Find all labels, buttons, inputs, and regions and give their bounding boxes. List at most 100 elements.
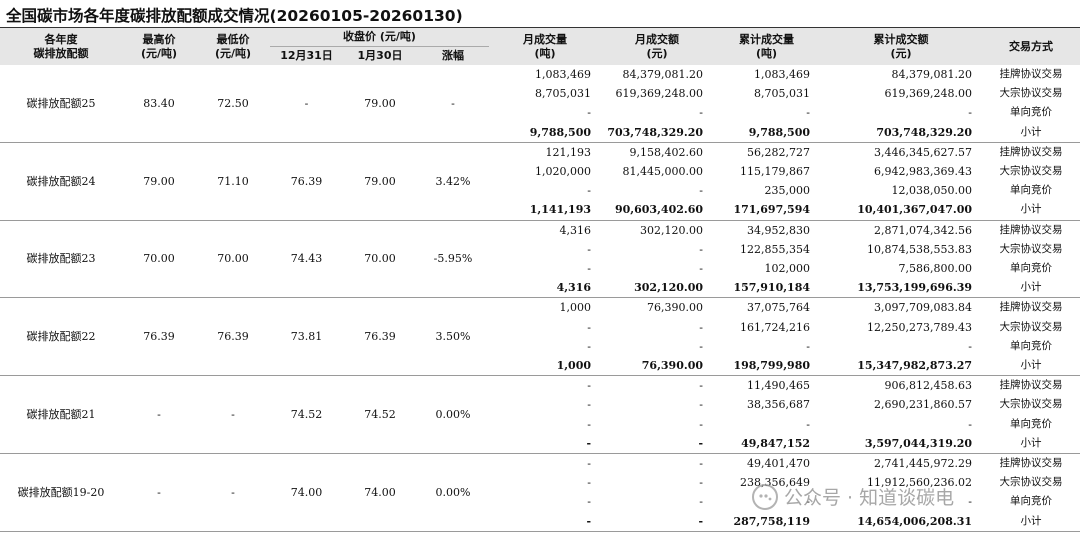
cell-method: 挂牌协议交易: [999, 223, 1063, 236]
cell-high: 70.00: [122, 220, 196, 299]
cell-month-volume: 1,083,469: [535, 68, 592, 81]
cell-name: 碳排放配额25: [0, 65, 122, 143]
cell-d2: 74.00: [343, 453, 417, 532]
subtotal-row: 1,141,193 90,603,402.60 171,697,594 10,401,…: [0, 200, 1080, 221]
header-cum-volume: 累计成交量 (吨): [713, 27, 821, 65]
watermark-text: 公众号 · 知道谈碳电: [784, 487, 955, 509]
cell-month-volume: -: [587, 495, 592, 509]
cell-method: 单向竞价: [1010, 106, 1053, 119]
cell-month-amount: 81,445,000.00: [622, 165, 704, 179]
cell-cum-amount: 2,741,445,972.29: [874, 457, 973, 471]
subtotal-row: - -49,847,152 3,597,044,319.20 小计: [0, 433, 1080, 455]
header-month-volume: 月成交量 (吨): [489, 27, 602, 65]
cell-cum-amount: -: [968, 495, 973, 509]
cell-cum-volume: -: [806, 495, 811, 509]
cell-month-volume: -: [587, 106, 592, 120]
cell-name: 碳排放配额21: [0, 375, 122, 455]
header-year: 各年度 碳排放配额: [0, 27, 122, 65]
cell-low: 76.39: [196, 297, 270, 377]
cell-high: -: [122, 375, 196, 455]
cell-method: 小计: [982, 511, 1080, 532]
cell-high: 76.39: [122, 297, 196, 377]
cell-method: 大宗协议交易: [999, 398, 1063, 411]
table-row: 碳排放配额24 79.00 71.10 76.39 79.00 3.42% 121,193 9…: [0, 142, 1080, 221]
cell-month-amount: -: [601, 433, 714, 455]
cell-name: 碳排放配额19-20: [0, 453, 122, 532]
table-row: - - - - 单向竞价: [0, 103, 1080, 122]
cell-cum-volume: 11,490,465: [747, 379, 811, 393]
cell-month-amount: -: [699, 339, 704, 353]
cell-cum-amount: 7,586,800.00: [898, 262, 973, 276]
cell-cum-amount: 6,942,983,369.43: [874, 165, 973, 179]
table-row: - - 102,000 7,586,800.00 单向竞价: [0, 259, 1080, 278]
cell-d2: 70.00: [343, 220, 417, 299]
table-row: - - 122,855,354 10,874,538,553.83 大宗协议交易: [0, 240, 1080, 259]
cell-month-amount: 76,390.00: [601, 356, 714, 377]
header-method: 交易方式: [982, 27, 1080, 65]
cell-method: 挂牌协议交易: [999, 301, 1063, 314]
cell-change: 0.00%: [417, 375, 490, 455]
table-row: 碳排放配额22 76.39 76.39 73.81 76.39 3.50% 1,000 76,…: [0, 297, 1080, 377]
cell-month-volume: -: [587, 242, 592, 256]
table-row: - - 161,724,216 12,250,273,789.43 大宗协议交易: [0, 318, 1080, 337]
cell-d2: 74.52: [343, 375, 417, 455]
cell-cum-amount: 10,401,367,047.00: [820, 200, 983, 221]
cell-cum-volume: 161,724,216: [740, 320, 811, 334]
cell-month-amount: -: [699, 242, 704, 256]
table-row: - - - - 单向竞价: [0, 415, 1080, 434]
cell-cum-volume: 9,788,500: [713, 122, 821, 143]
cell-month-volume: 1,000: [559, 301, 592, 315]
cell-method: 单向竞价: [1010, 417, 1053, 430]
cell-cum-amount: 703,748,329.20: [820, 122, 983, 143]
cell-low: -: [196, 375, 270, 455]
cell-method: 小计: [982, 356, 1080, 377]
cell-month-volume: 4,316: [559, 223, 592, 237]
cell-cum-amount: 13,753,199,696.39: [820, 278, 983, 299]
cell-month-volume: 1,000: [489, 356, 602, 377]
cell-month-amount: -: [699, 457, 704, 471]
cell-cum-volume: 49,847,152: [713, 433, 821, 455]
cell-month-volume: 8,705,031: [535, 87, 592, 101]
cell-high: 79.00: [122, 142, 196, 221]
cell-month-volume: 1,141,193: [489, 200, 602, 221]
cell-month-amount: -: [699, 379, 704, 393]
cell-cum-volume: -: [806, 106, 811, 120]
cell-cum-amount: -: [968, 339, 973, 353]
cell-month-volume: 121,193: [545, 145, 592, 159]
cell-month-volume: -: [587, 417, 592, 431]
cell-change: 3.50%: [417, 297, 490, 377]
cell-d2: 79.00: [343, 65, 417, 143]
cell-cum-amount: -: [968, 106, 973, 120]
cell-cum-amount: 84,379,081.20: [891, 68, 973, 81]
cell-month-amount: -: [699, 417, 704, 431]
cell-change: -: [417, 65, 490, 143]
table-row: - -238,356,649 11,912,560,236.02 大宗协议交易: [0, 473, 1080, 492]
table-row: 碳排放配额19-20- -74.00 74.00 0.00% - -49,401,470 2…: [0, 453, 1080, 532]
cell-method: 大宗协议交易: [999, 476, 1063, 489]
cell-month-amount: 76,390.00: [647, 301, 704, 315]
cell-month-amount: -: [699, 184, 704, 198]
cell-month-volume: -: [587, 398, 592, 412]
watermark: 公众号 · 知道谈碳电: [752, 483, 954, 510]
cell-d1: 74.00: [270, 453, 343, 532]
subtotal-row: 4,316 302,120.00 157,910,184 13,753,199,696…: [0, 278, 1080, 299]
header-close-dec31: 12月31日: [270, 46, 343, 65]
carbon-trading-table: 各年度 碳排放配额 最高价 (元/吨) 最低价 (元/吨) 收盘价 (元/吨) …: [0, 27, 1080, 532]
cell-month-amount: -: [699, 476, 704, 490]
cell-change: 0.00%: [417, 453, 490, 532]
cell-month-amount: 619,369,248.00: [615, 87, 704, 101]
cell-method: 单向竞价: [1010, 495, 1053, 508]
cell-month-volume: -: [587, 262, 592, 276]
cell-month-volume: -: [587, 339, 592, 353]
cell-cum-amount: 3,597,044,319.20: [820, 433, 983, 455]
cell-month-volume: -: [587, 320, 592, 334]
cell-cum-volume: 198,799,980: [713, 356, 821, 377]
subtotal-row: - -287,758,119 14,654,006,208.31 小计: [0, 511, 1080, 532]
cell-month-volume: 9,788,500: [489, 122, 602, 143]
cell-change: 3.42%: [417, 142, 490, 221]
cell-cum-amount: 12,250,273,789.43: [867, 320, 973, 334]
header-month-amount: 月成交额 (元): [601, 27, 714, 65]
cell-high: 83.40: [122, 65, 196, 143]
cell-method: 挂牌协议交易: [999, 379, 1063, 392]
table-row: 碳排放配额23 70.00 70.00 74.43 70.00 -5.95% 4,316 30…: [0, 220, 1080, 299]
